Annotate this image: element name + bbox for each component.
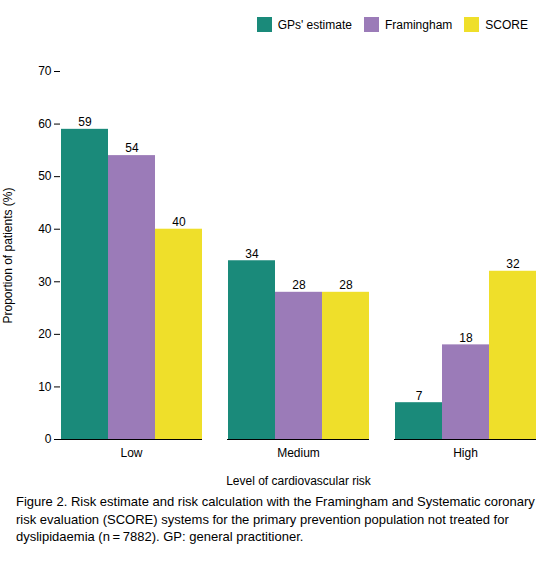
svg-text:60: 60 [38,117,52,131]
svg-text:10: 10 [38,380,52,394]
svg-text:20: 20 [38,327,52,341]
svg-text:Low: Low [120,446,142,460]
svg-text:70: 70 [38,64,52,78]
svg-text:Proportion of patients (%): Proportion of patients (%) [1,187,15,323]
html-text:GPs' estimate: GPs' estimate [277,17,352,32]
svg-text:34: 34 [245,247,259,261]
svg-text:50: 50 [38,169,52,183]
svg-text:0: 0 [45,432,52,446]
svg-text:7: 7 [416,389,423,403]
svg-text:Level of cardiovascular risk: Level of cardiovascular risk [226,474,372,488]
svg-text:59: 59 [78,115,92,129]
html-text:SCORE: SCORE [485,17,528,32]
html-text:Framingham: Framingham [385,17,453,32]
svg-text:Medium: Medium [277,446,320,460]
svg-text:54: 54 [125,141,139,155]
svg-text:32: 32 [506,257,520,271]
svg-text:18: 18 [459,331,473,345]
svg-text:40: 40 [172,215,186,229]
svg-text:High: High [453,446,478,460]
html-text:Figure 2. Risk estimate and ri: Figure 2. Risk estimate and risk calcula… [16,494,535,545]
svg-text:28: 28 [292,278,306,292]
svg-text:30: 30 [38,275,52,289]
svg-text:28: 28 [339,278,353,292]
svg-text:40: 40 [38,222,52,236]
